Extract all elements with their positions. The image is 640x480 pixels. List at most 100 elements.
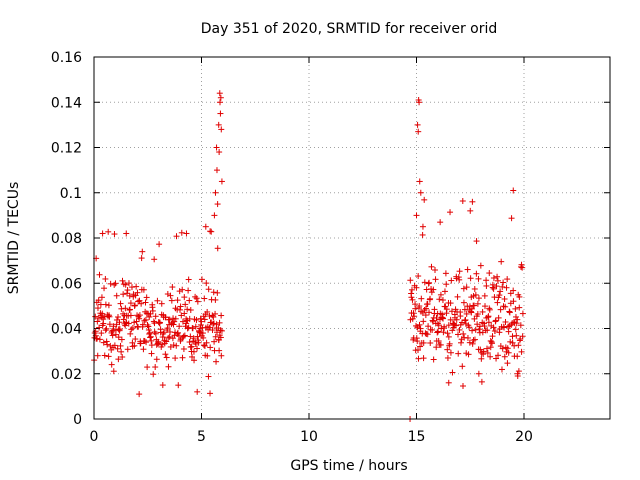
data-point	[166, 328, 173, 335]
data-point	[218, 312, 225, 319]
data-point	[202, 223, 209, 230]
data-point	[504, 276, 511, 283]
data-point	[105, 228, 112, 235]
data-point	[106, 313, 113, 320]
data-point	[486, 305, 493, 312]
data-point	[409, 315, 416, 322]
data-point	[501, 353, 508, 360]
data-point	[217, 94, 224, 101]
data-point	[430, 286, 437, 293]
data-point	[179, 286, 186, 293]
data-point	[486, 306, 493, 313]
data-point	[108, 361, 115, 368]
data-point	[469, 198, 476, 205]
data-point	[214, 201, 221, 208]
data-point	[178, 229, 185, 236]
data-point	[217, 110, 224, 117]
data-point	[464, 334, 471, 341]
data-point	[155, 339, 162, 346]
data-point	[118, 348, 125, 355]
data-point	[408, 294, 415, 301]
data-point	[467, 275, 474, 282]
data-point	[417, 343, 424, 350]
data-point	[471, 302, 478, 309]
data-point	[103, 338, 110, 345]
data-point	[417, 325, 424, 332]
data-point	[203, 339, 210, 346]
data-point	[494, 299, 501, 306]
data-point	[185, 287, 192, 294]
data-point	[478, 378, 485, 385]
data-point	[212, 296, 219, 303]
data-point	[105, 302, 112, 309]
data-point	[463, 310, 470, 317]
data-point	[487, 353, 494, 360]
data-point	[110, 323, 117, 330]
data-point	[173, 342, 180, 349]
data-point	[419, 223, 426, 230]
data-point	[506, 309, 513, 316]
data-point	[425, 323, 432, 330]
data-point	[134, 323, 141, 330]
data-point	[473, 270, 480, 277]
data-point	[94, 318, 101, 325]
data-point	[181, 310, 188, 317]
data-point	[460, 285, 467, 292]
data-point	[116, 326, 123, 333]
data-point	[472, 291, 479, 298]
data-point	[169, 284, 176, 291]
data-point	[218, 327, 225, 334]
data-point	[508, 215, 515, 222]
data-point	[201, 295, 208, 302]
data-point	[483, 277, 490, 284]
data-point	[124, 346, 131, 353]
data-point	[207, 390, 214, 397]
data-point	[456, 276, 463, 283]
data-point	[211, 338, 218, 345]
chart-title: Day 351 of 2020, SRMTID for receiver ori…	[201, 21, 498, 37]
data-point	[163, 338, 170, 345]
data-point	[111, 342, 118, 349]
y-tick-label: 0.06	[51, 276, 82, 292]
data-point	[180, 345, 187, 352]
data-point	[187, 333, 194, 340]
data-point	[113, 292, 120, 299]
data-point	[213, 167, 220, 174]
data-point	[170, 342, 177, 349]
data-point	[126, 292, 133, 299]
x-tick-label: 0	[90, 429, 99, 445]
data-point	[421, 307, 428, 314]
data-point	[152, 313, 159, 320]
data-point	[92, 313, 99, 320]
data-point	[421, 196, 428, 203]
data-point	[136, 312, 143, 319]
data-point	[111, 281, 118, 288]
data-point	[168, 297, 175, 304]
data-point	[213, 144, 220, 151]
data-point	[127, 330, 134, 337]
data-point	[478, 355, 485, 362]
data-point	[418, 295, 425, 302]
data-point	[216, 90, 223, 97]
data-point	[428, 289, 435, 296]
data-point	[104, 341, 111, 348]
data-point	[517, 322, 524, 329]
data-point	[140, 286, 147, 293]
data-point	[444, 346, 451, 353]
data-point	[120, 291, 127, 298]
data-point	[519, 264, 526, 271]
data-point	[176, 323, 183, 330]
x-tick-label: 5	[197, 429, 206, 445]
y-tick-label: 0.12	[51, 141, 82, 157]
data-point	[156, 241, 163, 248]
data-point	[516, 304, 523, 311]
data-point	[210, 313, 217, 320]
data-point	[218, 178, 225, 185]
data-point	[447, 209, 454, 216]
data-point	[488, 340, 495, 347]
data-point	[96, 336, 103, 343]
data-point	[174, 329, 181, 336]
data-point	[485, 313, 492, 320]
data-point	[193, 295, 200, 302]
data-point	[172, 315, 179, 322]
